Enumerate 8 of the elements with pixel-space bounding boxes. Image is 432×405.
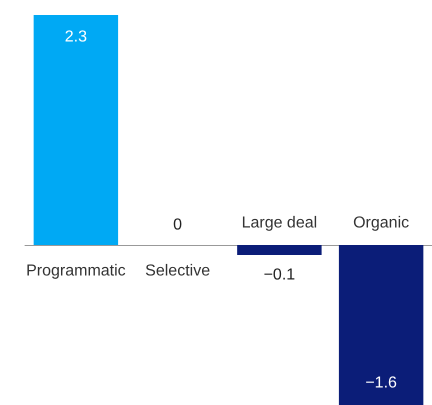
x-tick-label: Programmatic: [26, 262, 126, 280]
data-label: −0.1: [264, 266, 296, 284]
x-tick-label: Selective: [145, 262, 210, 280]
data-label: −1.6: [365, 374, 398, 392]
x-tick-label: Large deal: [242, 214, 318, 232]
data-label: 2.3: [64, 28, 88, 46]
x-tick-label: Organic: [353, 214, 410, 232]
data-label: 0: [173, 216, 182, 234]
